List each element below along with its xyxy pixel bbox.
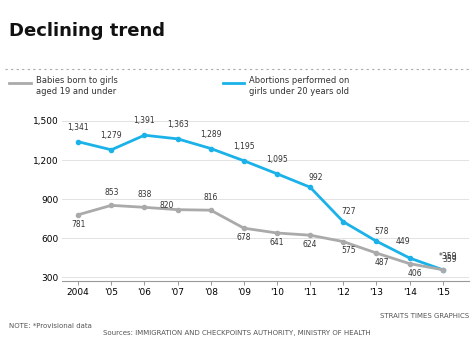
Text: 727: 727: [342, 207, 356, 216]
Text: 1,289: 1,289: [200, 130, 221, 139]
Text: Declining trend: Declining trend: [9, 22, 165, 40]
Text: 853: 853: [104, 188, 118, 197]
Text: 487: 487: [375, 258, 389, 267]
Text: 624: 624: [303, 240, 318, 249]
Text: 641: 641: [270, 238, 284, 247]
Text: 1,341: 1,341: [67, 123, 89, 132]
Text: Abortions performed on
girls under 20 years old: Abortions performed on girls under 20 ye…: [249, 76, 349, 96]
Text: 781: 781: [71, 220, 85, 228]
Text: *359: *359: [439, 253, 457, 261]
Text: 820: 820: [159, 201, 173, 210]
Text: 575: 575: [342, 246, 356, 256]
Text: NOTE: *Provisional data: NOTE: *Provisional data: [9, 323, 92, 329]
Text: 1,195: 1,195: [233, 142, 255, 151]
Text: 1,363: 1,363: [167, 120, 189, 129]
Text: 816: 816: [203, 193, 218, 202]
Text: 359: 359: [442, 255, 457, 264]
Text: 678: 678: [237, 233, 251, 242]
Text: 578: 578: [375, 227, 389, 236]
Text: Sources: IMMIGRATION AND CHECKPOINTS AUTHORITY, MINISTRY OF HEALTH: Sources: IMMIGRATION AND CHECKPOINTS AUT…: [103, 330, 371, 336]
Text: 838: 838: [137, 190, 152, 199]
Text: 1,279: 1,279: [100, 131, 122, 140]
Text: 406: 406: [408, 268, 422, 278]
Text: Babies born to girls
aged 19 and under: Babies born to girls aged 19 and under: [36, 76, 118, 96]
Text: STRAITS TIMES GRAPHICS: STRAITS TIMES GRAPHICS: [380, 313, 469, 319]
Text: 449: 449: [395, 237, 410, 245]
Text: 1,095: 1,095: [266, 155, 288, 164]
Text: 1,391: 1,391: [134, 117, 155, 125]
Text: 992: 992: [309, 173, 323, 182]
